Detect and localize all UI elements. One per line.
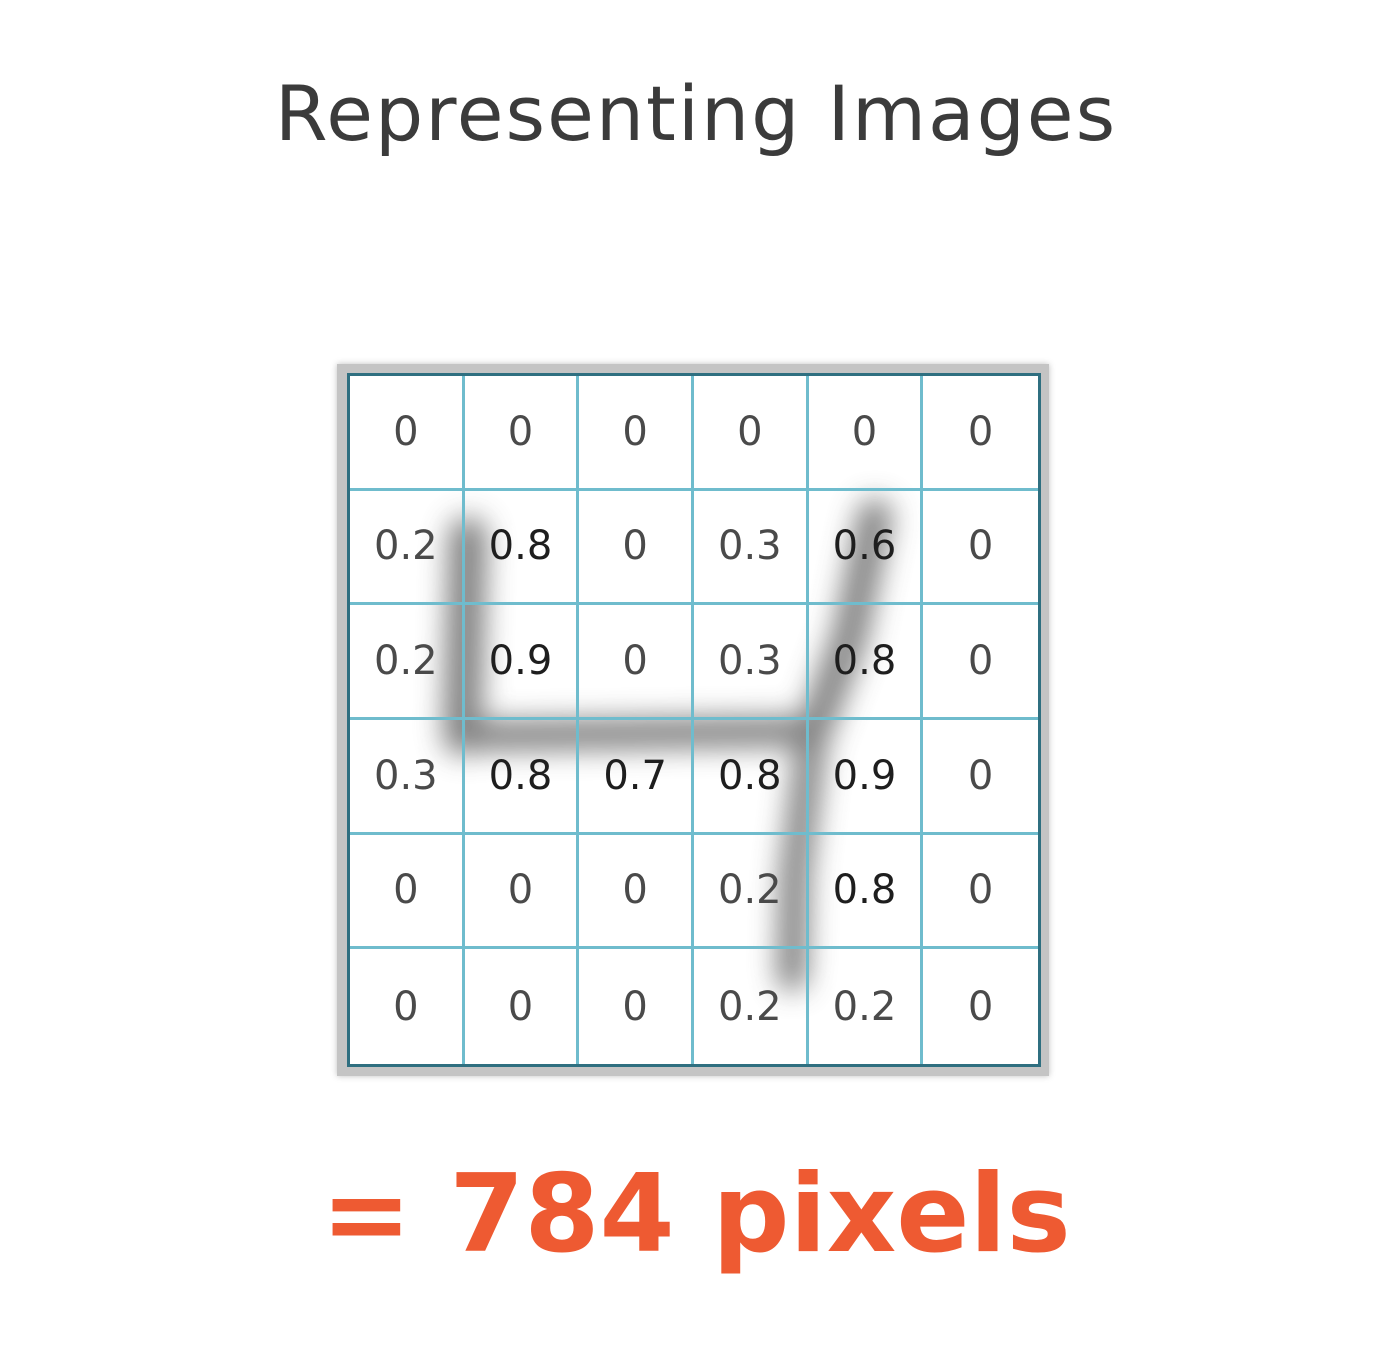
pixel-cell: 0.9 <box>808 719 924 835</box>
pixel-cell: 0.2 <box>694 949 809 1064</box>
pixel-cell: 0 <box>923 720 1038 835</box>
pixel-cell: 0.9 <box>464 605 580 720</box>
pixel-cell: 0 <box>350 376 465 491</box>
pixel-cell: 0 <box>350 949 465 1064</box>
pixel-cell: 0.3 <box>350 719 465 835</box>
pixel-cell: 0.2 <box>350 605 465 720</box>
pixel-cell: 0 <box>967 983 994 1030</box>
pixel-cell: 0.7 <box>579 719 694 835</box>
pixel-count-result: = 784 pixels <box>321 1152 1071 1277</box>
pixel-cell: 0 <box>579 490 694 606</box>
pixel-cell: 0.2 <box>350 490 465 606</box>
pixel-cell: 0 <box>350 834 465 950</box>
pixel-cell: 0 <box>579 605 694 720</box>
pixel-cell: 0.8 <box>464 719 580 835</box>
pixel-cell: 0 <box>923 835 1038 950</box>
pixel-cell: 0 <box>808 376 924 491</box>
pixel-cell: 0.2 <box>809 949 924 1064</box>
pixel-grid: 0 0 0 0 0 0 0.2 0.8 0 0.3 0.6 0 0.2 0.9 0 0.3 0.8 0 0.3 0.8… <box>347 373 1041 1067</box>
pixel-cell: 0 <box>579 376 694 491</box>
pixel-cell: 0.8 <box>464 490 580 606</box>
pixel-cell: 0 <box>579 949 694 1064</box>
pixel-cell: 0 <box>923 491 1038 606</box>
pixel-cell: 0.6 <box>808 490 924 606</box>
pixel-cell: 0.8 <box>693 719 809 835</box>
pixel-cell: 0 <box>579 834 694 950</box>
pixel-cell: 0.2 <box>693 834 809 950</box>
pixel-cell: 0 <box>923 605 1038 720</box>
page-title: Representing Images <box>274 69 1118 158</box>
pixel-cell: 0 <box>464 376 580 491</box>
pixel-cells: 0 0 0 0 0 0 0.2 0.8 0 0.3 0.6 0 0.2 0.9 0 0.3 0.8 0 0.3 0.8… <box>350 376 1038 1064</box>
pixel-cell: 0.8 <box>808 605 924 720</box>
pixel-cell: 0 <box>465 949 580 1064</box>
pixel-cell: 0.8 <box>808 834 924 950</box>
pixel-cell: 0 <box>923 376 1038 491</box>
pixel-cell: 0 <box>464 834 580 950</box>
pixel-cell: 0 <box>693 376 809 491</box>
pixel-cell: 0.3 <box>693 490 809 606</box>
pixel-cell: 0.3 <box>693 605 809 720</box>
